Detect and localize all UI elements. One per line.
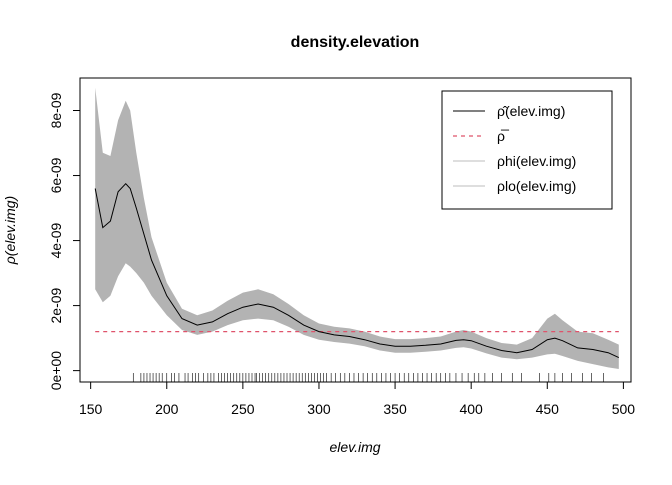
x-tick-label: 350 (383, 401, 407, 417)
legend-label-lo: ρlo(elev.img) (497, 178, 576, 194)
y-axis-title: ρ(elev.img) (2, 196, 18, 265)
y-axis: 0e+00 2e-09 4e-09 6e-09 8e-09 (48, 92, 81, 391)
x-axis-title: elev.img (329, 439, 380, 455)
y-tick-label: 4e-09 (48, 222, 64, 258)
x-tick-label: 500 (612, 401, 636, 417)
x-tick-label: 300 (307, 401, 331, 417)
y-tick-label: 2e-09 (48, 287, 64, 323)
legend: ρ̂(elev.img) ρ̅ ρhi(elev.img) ρlo(elev.i… (441, 90, 613, 210)
y-tick-label: 8e-09 (48, 92, 64, 128)
density-estimate-line (94, 182, 620, 359)
density-curve-layer (94, 182, 620, 359)
chart-title: density.elevation (291, 34, 420, 51)
y-tick-label: 0e+00 (48, 351, 64, 391)
x-tick-label: 150 (79, 401, 103, 417)
y-tick-label: 6e-09 (48, 157, 64, 193)
legend-label-estimate: ρ̂(elev.img) (497, 103, 565, 119)
x-axis: 150 200 250 300 350 400 450 500 (79, 381, 636, 417)
rug-marks (132, 373, 604, 382)
x-tick-label: 250 (231, 401, 255, 417)
confidence-band-area (95, 87, 619, 370)
confidence-band (95, 87, 619, 370)
legend-label-hi: ρhi(elev.img) (497, 153, 576, 169)
x-tick-label: 450 (536, 401, 560, 417)
x-tick-label: 400 (459, 401, 483, 417)
x-tick-label: 200 (155, 401, 179, 417)
